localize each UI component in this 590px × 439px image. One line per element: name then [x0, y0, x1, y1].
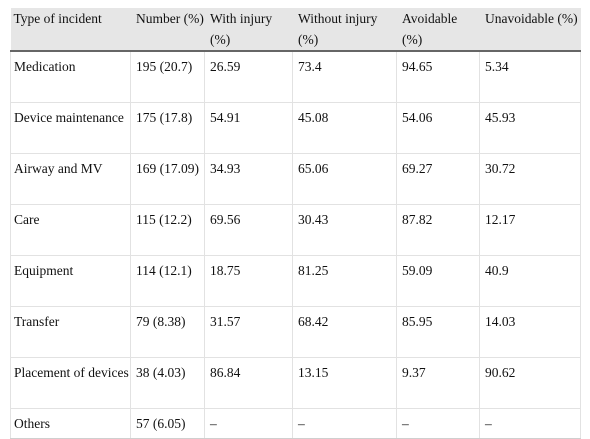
table-row: Placement of devices 38 (4.03) 86.84 13.…: [10, 357, 581, 409]
cell-number: 115 (12.2): [130, 204, 205, 256]
cell-number: 57 (6.05): [130, 408, 205, 439]
cell-number: 114 (12.1): [130, 255, 205, 307]
header-row: Type of incident Number (%) With injury …: [10, 8, 581, 52]
table-row: Care 115 (12.2) 69.56 30.43 87.82 12.17: [10, 204, 581, 256]
cell-avoidable: –: [396, 408, 480, 439]
cell-avoidable: 94.65: [396, 51, 480, 103]
table-row: Transfer 79 (8.38) 31.57 68.42 85.95 14.…: [10, 306, 581, 358]
cell-type: Device maintenance: [10, 102, 131, 154]
header-type-of-incident: Type of incident: [10, 8, 131, 52]
header-avoidable: Avoidable (%): [396, 8, 480, 52]
cell-without-injury: 68.42: [292, 306, 397, 358]
cell-type: Care: [10, 204, 131, 256]
cell-without-injury: 30.43: [292, 204, 397, 256]
cell-type: Medication: [10, 51, 131, 103]
table-row: Device maintenance 175 (17.8) 54.91 45.0…: [10, 102, 581, 154]
cell-avoidable: 85.95: [396, 306, 480, 358]
cell-unavoidable: 5.34: [479, 51, 581, 103]
cell-with-injury: 86.84: [204, 357, 293, 409]
cell-avoidable: 59.09: [396, 255, 480, 307]
cell-with-injury: 34.93: [204, 153, 293, 205]
cell-number: 195 (20.7): [130, 51, 205, 103]
cell-with-injury: 31.57: [204, 306, 293, 358]
cell-number: 175 (17.8): [130, 102, 205, 154]
cell-type: Placement of devices: [10, 357, 131, 409]
cell-unavoidable: 90.62: [479, 357, 581, 409]
table-header: Type of incident Number (%) With injury …: [10, 8, 581, 52]
cell-avoidable: 69.27: [396, 153, 480, 205]
cell-type: Equipment: [10, 255, 131, 307]
header-number: Number (%): [130, 8, 205, 52]
cell-type: Others: [10, 408, 131, 439]
cell-without-injury: 81.25: [292, 255, 397, 307]
cell-without-injury: 73.4: [292, 51, 397, 103]
cell-with-injury: 26.59: [204, 51, 293, 103]
table-row: Equipment 114 (12.1) 18.75 81.25 59.09 4…: [10, 255, 581, 307]
header-with-injury: With injury (%): [204, 8, 293, 52]
table-row: Medication 195 (20.7) 26.59 73.4 94.65 5…: [10, 51, 581, 103]
cell-number: 169 (17.09): [130, 153, 205, 205]
cell-number: 38 (4.03): [130, 357, 205, 409]
cell-avoidable: 54.06: [396, 102, 480, 154]
cell-without-injury: 65.06: [292, 153, 397, 205]
cell-number: 79 (8.38): [130, 306, 205, 358]
cell-unavoidable: 45.93: [479, 102, 581, 154]
header-unavoidable: Unavoidable (%): [479, 8, 581, 52]
cell-with-injury: 54.91: [204, 102, 293, 154]
cell-without-injury: –: [292, 408, 397, 439]
cell-without-injury: 45.08: [292, 102, 397, 154]
table-body: Medication 195 (20.7) 26.59 73.4 94.65 5…: [10, 51, 581, 439]
cell-with-injury: –: [204, 408, 293, 439]
cell-with-injury: 18.75: [204, 255, 293, 307]
header-without-injury: Without injury (%): [292, 8, 397, 52]
cell-unavoidable: 30.72: [479, 153, 581, 205]
cell-unavoidable: 40.9: [479, 255, 581, 307]
table-row: Others 57 (6.05) – – – –: [10, 408, 581, 439]
cell-type: Airway and MV: [10, 153, 131, 205]
cell-avoidable: 9.37: [396, 357, 480, 409]
cell-with-injury: 69.56: [204, 204, 293, 256]
cell-type: Transfer: [10, 306, 131, 358]
incidents-table: Type of incident Number (%) With injury …: [10, 8, 581, 439]
cell-avoidable: 87.82: [396, 204, 480, 256]
cell-unavoidable: 12.17: [479, 204, 581, 256]
table-row: Airway and MV 169 (17.09) 34.93 65.06 69…: [10, 153, 581, 205]
cell-without-injury: 13.15: [292, 357, 397, 409]
cell-unavoidable: 14.03: [479, 306, 581, 358]
cell-unavoidable: –: [479, 408, 581, 439]
